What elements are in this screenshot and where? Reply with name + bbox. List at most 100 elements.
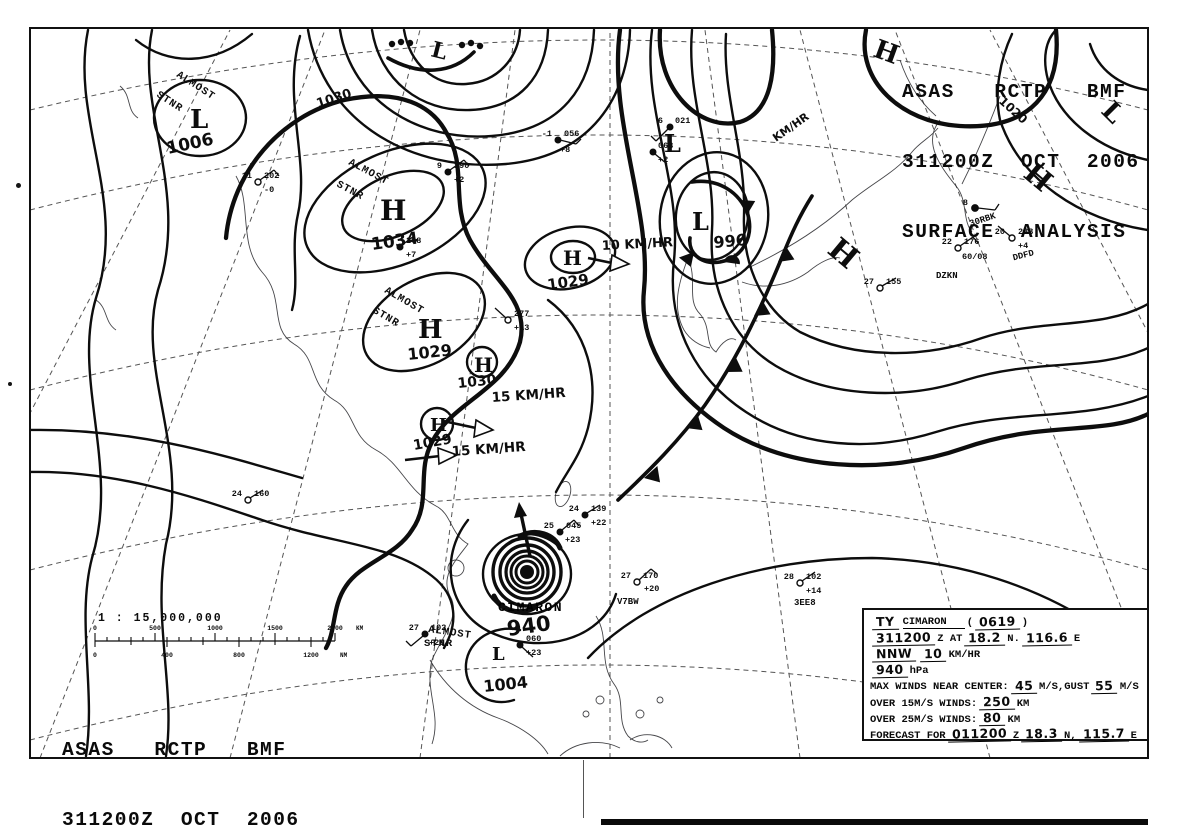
occluded-front (688, 179, 752, 265)
tybox-row-identity: TY CIMARON ( 0619 ) (870, 613, 1141, 630)
ty-gust: 55 (1091, 678, 1118, 694)
svg-text:+2: +2 (454, 175, 464, 185)
scale-ratio: 1 : 15,000,000 (98, 612, 223, 625)
coastlines (95, 59, 1001, 757)
title-block-bottom-left: ASAS RCTP BMF 311200Z OCT 2006 SURFACE A… (62, 692, 300, 826)
station-plot: 277+13 (494, 307, 529, 333)
svg-text:190: 190 (454, 161, 469, 171)
station-plot: 25 045 +23 (544, 519, 581, 545)
svg-text:25: 25 (544, 521, 554, 531)
typhoon-symbol (491, 502, 563, 614)
map-frame (29, 27, 1149, 759)
ty-fcst-lon: 115.7 (1078, 726, 1129, 743)
svg-text:202: 202 (264, 171, 279, 181)
svg-text:+20: +20 (644, 584, 659, 594)
pressure-center-value: 1029 (546, 270, 590, 294)
svg-text:068: 068 (658, 141, 673, 151)
svg-text:056: 056 (564, 129, 579, 139)
ty-speed: 10 (920, 646, 947, 662)
pressure-center-letter: H (430, 415, 447, 436)
svg-text:155: 155 (886, 277, 901, 287)
ty-fcst-lat: 18.3 (1020, 726, 1063, 743)
svg-text:24: 24 (232, 489, 242, 499)
title-line: SURFACE ANALYSIS (902, 221, 1127, 244)
svg-text:6: 6 (658, 116, 663, 126)
svg-text:8: 8 (963, 198, 968, 208)
ty-name: CIMARON (902, 616, 965, 630)
svg-text:+8: +8 (560, 145, 570, 155)
pressure-center-letter: L (664, 129, 681, 158)
center-note: ALMOST (174, 69, 217, 103)
svg-text:500: 500 (149, 625, 161, 632)
pressure-center-letter: H (870, 34, 903, 71)
motion-arrows (404, 253, 631, 466)
cold-front (616, 194, 814, 502)
svg-text:+13: +13 (514, 323, 529, 333)
svg-text:0: 0 (93, 625, 97, 632)
ty-lat: 18.2 (964, 629, 1006, 646)
svg-text:3EE8: 3EE8 (794, 598, 816, 608)
pressure-center-letter: H (474, 353, 493, 377)
svg-text:20: 20 (995, 227, 1005, 237)
station-plot: 28 102 +14 3EE8 (784, 571, 821, 608)
speed-annotation: 15 KM/HR (451, 439, 527, 460)
ty-direction: NNW (871, 645, 917, 662)
title-line: 311200Z OCT 2006 (902, 150, 1140, 173)
ty-r25: 80 (978, 710, 1006, 726)
pressure-center-letter: L (492, 644, 505, 665)
speed-annotation: 15 KM/HR (491, 385, 567, 406)
svg-text:28: 28 (784, 572, 794, 582)
title-line: ASAS RCTP BMF (62, 738, 287, 761)
tybox-row-winds25: OVER 25M/S WINDS: 80 KM (870, 709, 1021, 726)
svg-text:9: 9 (437, 161, 442, 171)
svg-text:-0: -0 (264, 185, 274, 195)
station-plot: 068+2 (649, 141, 673, 165)
station-plot: 22 176 60/08 DZKN (936, 236, 988, 281)
svg-text:400: 400 (161, 652, 173, 659)
scan-edge-strip (601, 819, 1148, 825)
motion-arrow (519, 513, 532, 557)
svg-text:+14: +14 (806, 586, 821, 596)
tybox-row-winds15: OVER 15M/S WINDS: 250 KM (870, 693, 1030, 710)
pressure-center-value: 996 (713, 230, 748, 252)
ty-r15: 250 (978, 694, 1015, 710)
svg-text:24: 24 (569, 504, 579, 514)
svg-text:176: 176 (964, 237, 979, 247)
station-plot: 24 160 (232, 489, 269, 504)
ty-obs-time: 311200 (871, 629, 936, 646)
svg-text:KM: KM (356, 625, 364, 632)
typhoon-info-box: TY CIMARON ( 0619 ) 311200 Z AT 18.2 N. … (862, 608, 1149, 743)
pressure-center-letter: H (380, 194, 406, 227)
pressure-center-value: 1029 (412, 431, 453, 454)
title-block-top-right: ASAS RCTP BMF 311200Z OCT 2006 SURFACE A… (902, 34, 1140, 291)
svg-text:V7BW: V7BW (617, 597, 639, 607)
title-line: ASAS RCTP BMF (902, 80, 1127, 103)
station-plot: 11 202 -0 (242, 169, 280, 195)
svg-text:021: 021 (675, 116, 690, 126)
svg-text:+7: +7 (406, 250, 416, 260)
svg-text:27: 27 (409, 623, 419, 633)
svg-text:1500: 1500 (267, 625, 283, 632)
svg-text:102: 102 (806, 572, 821, 582)
pressure-center-letter: H (821, 231, 865, 276)
svg-text:0: 0 (93, 652, 97, 659)
center-note: ALMOST (346, 157, 390, 188)
center-note: STNR (334, 179, 365, 203)
fold-mark (583, 760, 584, 818)
title-line: 311200Z OCT 2006 (62, 808, 300, 826)
graticule (31, 29, 1147, 757)
station-plot: 27 155 (864, 277, 901, 292)
pressure-center-letter: L (190, 105, 208, 135)
svg-text:1000: 1000 (207, 625, 223, 632)
station-plot: 27 170 +20 V7BW (617, 568, 659, 607)
svg-text:+4: +4 (1018, 241, 1028, 251)
center-note: STNR (154, 89, 185, 115)
svg-text:+2: +2 (658, 155, 668, 165)
svg-text:800: 800 (233, 652, 245, 659)
svg-text:+23: +23 (526, 648, 541, 658)
svg-text:277: 277 (514, 309, 529, 319)
tybox-row-pressure: 940 hPa (870, 661, 1141, 678)
svg-text:102: 102 (431, 623, 446, 633)
